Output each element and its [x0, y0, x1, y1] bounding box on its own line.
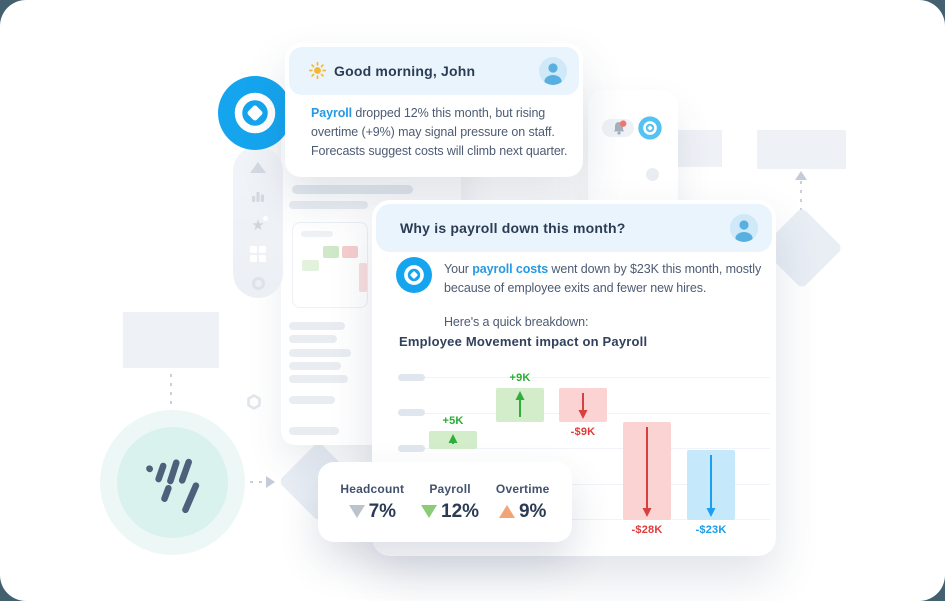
- axis-tick-skeleton: [398, 409, 425, 416]
- skeleton-bar: [292, 185, 413, 194]
- bar-value-label: -$9K: [570, 426, 596, 438]
- arrow-down-icon: [706, 455, 716, 517]
- chart-title: Employee Movement impact on Payroll: [399, 334, 648, 349]
- breakdown-label: Here's a quick breakdown:: [444, 315, 589, 329]
- waterfall-chart: +5K +9K -$9K -$28K -$23K: [372, 200, 776, 556]
- question-header: Why is payroll down this month?: [376, 204, 772, 252]
- stat-value: 12%: [441, 500, 480, 522]
- payroll-costs-link[interactable]: payroll costs: [472, 262, 549, 276]
- skeleton-mini-chart: [292, 222, 368, 308]
- sidebar-item-analytics[interactable]: [249, 187, 267, 205]
- spark-badge: [117, 427, 228, 538]
- triangle-down-icon: [348, 505, 365, 518]
- skeleton-circle: [646, 168, 659, 181]
- decor-dotted-line-up: [800, 181, 802, 219]
- stat-headcount: Headcount 7%: [340, 482, 404, 523]
- skeleton-row: [289, 375, 348, 383]
- decor-dotted-line-down: [170, 374, 172, 412]
- stat-label: Payroll: [429, 481, 471, 496]
- target-logo-icon: [638, 116, 662, 145]
- arrow-right-icon: [266, 476, 275, 488]
- notification-dot: [263, 216, 268, 221]
- greeting-card: Good morning, John Payroll dropped 12% t…: [285, 43, 583, 177]
- user-avatar-icon[interactable]: [539, 57, 567, 85]
- dashboard-grid-icon: [250, 246, 266, 262]
- bar-value-label: -$28K: [631, 524, 663, 536]
- question-title: Why is payroll down this month?: [400, 220, 626, 236]
- sun-icon: [308, 61, 327, 84]
- app-sidebar: ★: [233, 146, 283, 298]
- greeting-body: Payroll dropped 12% this month, but risi…: [311, 106, 568, 158]
- stat-label: Overtime: [495, 481, 550, 496]
- skeleton-row: [289, 322, 345, 330]
- greeting-card-header: Good morning, John: [289, 47, 579, 95]
- stats-card: Headcount 7% Payroll 12% Overtime 9%: [318, 462, 572, 542]
- sidebar-item-dashboard[interactable]: [249, 245, 267, 263]
- chart-gridline: [398, 377, 770, 378]
- bell-icon[interactable]: [611, 120, 627, 141]
- waterfall-bar[interactable]: [496, 388, 544, 422]
- axis-tick-skeleton: [398, 444, 425, 452]
- hexagon-settings-icon[interactable]: [246, 394, 262, 415]
- bar-value-label: +5K: [442, 415, 464, 427]
- waterfall-bar[interactable]: [687, 450, 735, 520]
- decor-rect-top-mid: [678, 130, 722, 167]
- greeting-title: Good morning, John: [334, 63, 476, 79]
- chart-gridline: [398, 448, 770, 449]
- star-icon: ★: [251, 217, 265, 234]
- chart-gridline: [398, 483, 770, 485]
- stat-value: 7%: [368, 500, 397, 522]
- payroll-link[interactable]: Payroll: [311, 106, 352, 120]
- waterfall-bar[interactable]: [559, 388, 607, 422]
- bar-chart-icon: [252, 192, 264, 202]
- stat-payroll: Payroll 12%: [421, 482, 479, 523]
- skeleton-row: [289, 427, 339, 435]
- decor-rect-left: [123, 312, 219, 368]
- skeleton-row: [289, 362, 341, 370]
- arrow-up-icon: [795, 171, 807, 180]
- skeleton-row: [289, 349, 351, 357]
- chart-gridline: [398, 519, 770, 520]
- skeleton-bar: [289, 201, 368, 209]
- skeleton-row: [289, 396, 335, 404]
- waterfall-bar[interactable]: [429, 431, 477, 449]
- bar-value-label: +9K: [509, 372, 531, 384]
- answer-text: Your payroll costs went down by $23K thi…: [444, 262, 762, 295]
- axis-tick-skeleton: [398, 373, 425, 381]
- sidebar-item-favorites[interactable]: ★: [249, 216, 268, 234]
- stat-label: Headcount: [340, 481, 405, 496]
- arrow-up-icon: [515, 391, 525, 417]
- decor-dotted-line-right: [232, 481, 266, 483]
- waterfall-bar[interactable]: [623, 422, 671, 520]
- arrow-up-icon: [448, 434, 458, 444]
- skeleton-row: [289, 335, 337, 343]
- triangle-down-icon: [421, 505, 438, 518]
- bar-value-label: -$23K: [695, 524, 727, 536]
- arrow-down-icon: [642, 427, 652, 517]
- stat-overtime: Overtime 9%: [496, 482, 550, 523]
- target-logo-icon: [396, 257, 432, 298]
- play-triangle-icon: [250, 161, 266, 173]
- sidebar-item-record[interactable]: [249, 274, 267, 292]
- user-avatar-icon[interactable]: [730, 214, 758, 242]
- arrow-down-icon: [578, 393, 588, 419]
- sidebar-item-play[interactable]: [249, 158, 267, 176]
- stat-value: 9%: [518, 500, 547, 522]
- spark-logo-icon: [145, 458, 199, 513]
- decor-rect-top-right: [757, 130, 846, 169]
- circle-icon: [251, 276, 265, 290]
- triangle-up-icon: [498, 505, 515, 518]
- target-logo-icon: [218, 76, 292, 155]
